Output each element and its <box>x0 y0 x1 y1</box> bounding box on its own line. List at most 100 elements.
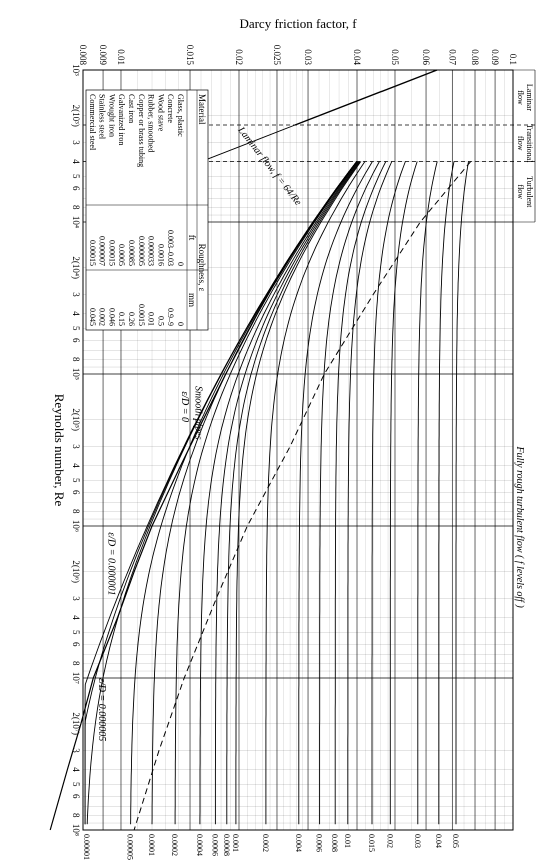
table-row: Commercial steel <box>88 94 97 151</box>
y-tick-label: 0.07 <box>447 49 457 65</box>
x-tick-label: 6 <box>71 490 81 495</box>
region-label: flow <box>516 184 525 199</box>
rel-roughness-label: 0.006 <box>315 834 324 852</box>
x-tick-label: 10³ <box>71 64 81 76</box>
x-tick-label: 6 <box>71 186 81 191</box>
x-tick-label: 8 <box>71 509 81 514</box>
rel-roughness-label: 0.004 <box>294 834 303 852</box>
y-tick-label: 0.015 <box>185 45 195 66</box>
table-row: 0.9–9 <box>166 308 175 326</box>
rel-roughness-label: 0.0006 <box>210 834 219 856</box>
region-label: Laminar <box>525 84 534 111</box>
y-tick-label: 0.06 <box>421 49 431 65</box>
x-tick-label: 10⁷ <box>71 672 81 684</box>
table-row: 0.003–0.03 <box>166 230 175 266</box>
table-row: 0.000033 <box>147 236 156 266</box>
rel-roughness-label: 0.04 <box>434 834 443 848</box>
x-axis-label: Reynolds number, Re <box>52 394 67 507</box>
x-tick-label: 8 <box>71 357 81 362</box>
rel-roughness-label: 0.02 <box>385 834 394 848</box>
table-row: 0 <box>176 262 185 266</box>
x-tick-label: 4 <box>71 159 81 164</box>
roughness-curve <box>372 162 405 825</box>
x-tick-label: 3 <box>71 444 81 449</box>
rel-roughness-label: 0.0001 <box>147 834 156 856</box>
table-row: 0.0015 <box>137 304 146 326</box>
table-row: 0.002 <box>98 308 107 326</box>
smooth-annotation-2: ε/D = 0 <box>179 391 190 422</box>
rel-roughness-label: 0.0002 <box>170 834 179 856</box>
rel-roughness-label: 0.0008 <box>222 834 231 856</box>
y-tick-label: 0.02 <box>234 49 244 65</box>
table-row: 0.000005 <box>137 236 146 266</box>
x-tick-label: 2(10⁶) <box>71 560 81 583</box>
table-row: Cast iron <box>127 94 136 123</box>
x-tick-label: 2(10⁵) <box>71 408 81 431</box>
x-tick-label: 8 <box>71 205 81 210</box>
rel-roughness-label: 0.008 <box>330 834 339 852</box>
region-label: flow <box>516 90 525 105</box>
y-tick-label: 0.01 <box>116 49 126 65</box>
x-tick-label: 10⁵ <box>71 368 81 380</box>
x-tick-label: 2(10⁴) <box>71 256 81 279</box>
table-row: Galvanized iron <box>117 94 126 145</box>
x-tick-label: 5 <box>71 326 81 331</box>
table-row: 0.00015 <box>107 240 116 266</box>
roughness-curve <box>266 162 365 825</box>
y-tick-label: 0.08 <box>470 49 480 65</box>
table-row: 0.5 <box>156 316 165 326</box>
x-tick-label: 5 <box>71 174 81 179</box>
x-tick-label: 3 <box>71 140 81 145</box>
roughness-curve <box>418 162 437 825</box>
rel-roughness-label: 0.0004 <box>195 834 204 856</box>
laminar-line <box>295 70 437 125</box>
table-row: Glass, plastic <box>176 94 185 137</box>
x-tick-label: 4 <box>71 463 81 468</box>
rel-roughness-label: 0.05 <box>451 834 460 848</box>
table-header: Material <box>197 94 207 125</box>
x-tick-label: 10⁴ <box>71 216 81 228</box>
x-tick-label: 10⁶ <box>71 520 81 532</box>
rel-roughness-label: 0.03 <box>413 834 422 848</box>
table-row: Copper or brass tubing <box>137 94 146 167</box>
y-tick-label: 0.008 <box>78 45 88 66</box>
region-label: Turbulent <box>525 176 534 208</box>
region-label: flow <box>516 136 525 151</box>
smooth-annotation: Smooth pipes <box>193 386 204 440</box>
y-left-axis-label: Darcy friction factor, f <box>239 16 357 31</box>
roughness-curve <box>320 162 380 825</box>
rel-roughness-label: 0.00001 <box>82 834 91 860</box>
roughness-curve <box>236 162 361 825</box>
table-row: 0.00015 <box>88 240 97 266</box>
y-tick-label: 0.04 <box>352 49 362 65</box>
y-tick-label: 0.03 <box>303 49 313 65</box>
roughness-curve <box>335 162 386 825</box>
roughness-curve <box>439 162 454 825</box>
x-tick-label: 10⁸ <box>71 824 81 836</box>
x-tick-label: 2(10⁷) <box>71 712 81 735</box>
y-tick-label: 0.025 <box>272 45 282 66</box>
table-row: Wrought iron <box>107 94 116 137</box>
y-tick-label: 0.1 <box>508 54 518 65</box>
y-tick-label: 0.09 <box>490 49 500 65</box>
ed-annotation-2: ε/D = 0.000005 <box>96 678 107 741</box>
moody-diagram: 10³2(10³)3456810⁴2(10⁴)3456810⁵2(10⁵)345… <box>0 0 548 861</box>
roughness-curve <box>348 162 392 825</box>
ed-annotation-1: ε/D = 0.000001 <box>106 532 117 595</box>
x-tick-label: 6 <box>71 338 81 343</box>
table-row: Concrete <box>166 94 175 123</box>
table-row: Wood stave <box>156 94 165 132</box>
rel-roughness-label: 0.001 <box>231 834 240 852</box>
laminar-annotation: Laminar flow, f = 64/Re <box>235 124 304 208</box>
x-tick-label: 5 <box>71 478 81 483</box>
rel-roughness-label: 0.015 <box>367 834 376 852</box>
x-tick-label: 4 <box>71 615 81 620</box>
table-row: 0.00085 <box>127 240 136 266</box>
table-row: 0 <box>176 322 185 326</box>
fully-rough-annotation: Fully rough turbulent flow ( f levels of… <box>514 446 525 609</box>
table-row: 0.046 <box>107 308 116 326</box>
rel-roughness-label: 0.002 <box>261 834 270 852</box>
table-row: 0.000007 <box>98 236 107 266</box>
table-row: 0.15 <box>117 312 126 326</box>
x-tick-label: 3 <box>71 596 81 601</box>
